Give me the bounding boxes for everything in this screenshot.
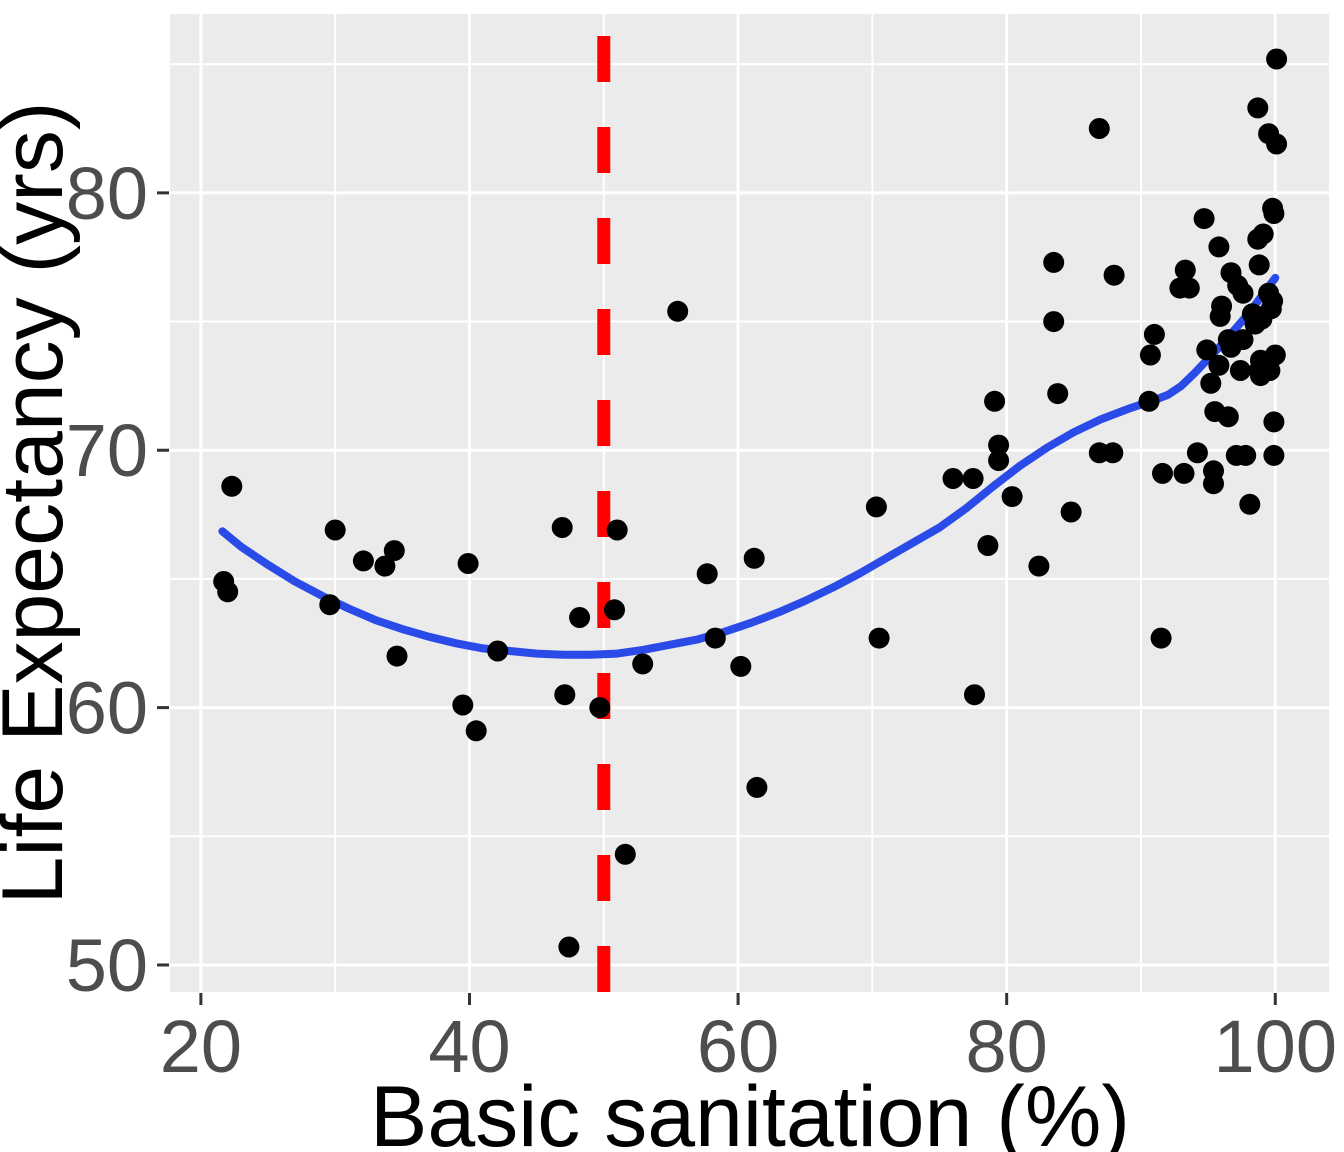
axis-layer: 20 40 60 80 100 50 60 70 80: [66, 152, 1337, 1088]
data-point: [1262, 290, 1284, 312]
data-point: [1150, 627, 1172, 649]
y-axis-title: Life Expectancy (yrs): [0, 102, 81, 905]
data-point: [452, 694, 474, 716]
data-point: [1152, 462, 1173, 484]
x-tick-label: 100: [1214, 1005, 1337, 1088]
x-tick-label: 40: [428, 1005, 510, 1088]
data-point: [1060, 501, 1082, 523]
data-point: [942, 468, 964, 489]
data-point: [1138, 390, 1160, 412]
data-point: [1200, 372, 1222, 394]
data-point: [743, 547, 765, 569]
data-point: [1264, 344, 1286, 366]
data-point: [569, 607, 591, 628]
data-point: [1252, 223, 1274, 245]
data-point: [984, 390, 1006, 412]
data-point: [324, 519, 346, 541]
data-point: [746, 776, 768, 798]
data-point: [1235, 444, 1257, 466]
data-point: [1211, 295, 1233, 317]
data-point: [386, 645, 408, 667]
data-point: [1229, 360, 1251, 381]
data-point: [1088, 118, 1110, 139]
data-point: [865, 496, 887, 518]
data-point: [1043, 311, 1065, 333]
data-point: [604, 599, 625, 621]
geom-layer: [213, 14, 1288, 992]
y-tick-label: 80: [66, 152, 148, 235]
plot-panel-layer: [170, 14, 1329, 992]
data-point: [1263, 444, 1285, 466]
data-point: [1266, 48, 1288, 70]
data-point: [457, 553, 479, 574]
x-tick-label: 20: [160, 1005, 242, 1088]
data-point: [964, 684, 985, 706]
data-point: [352, 550, 374, 572]
data-point: [221, 475, 243, 497]
data-point: [589, 697, 611, 719]
data-point: [988, 450, 1010, 471]
data-point: [383, 540, 405, 562]
data-point: [1186, 442, 1208, 464]
data-point: [1102, 442, 1124, 464]
data-point: [1028, 555, 1050, 577]
data-point: [1208, 236, 1230, 258]
data-point: [1196, 339, 1218, 361]
data-point: [977, 535, 999, 556]
data-point: [1143, 323, 1165, 345]
data-point: [988, 434, 1010, 456]
data-point: [868, 627, 890, 649]
data-point: [704, 627, 726, 649]
data-point: [217, 581, 239, 603]
data-point: [551, 517, 573, 538]
data-point: [319, 594, 341, 616]
data-point: [614, 843, 636, 865]
gridline-layer: [170, 14, 1329, 992]
data-point: [1263, 411, 1285, 433]
plot-panel: [170, 14, 1329, 992]
data-point: [1139, 344, 1161, 366]
data-point: [730, 655, 752, 677]
data-point: [1103, 264, 1125, 286]
data-point: [1203, 473, 1224, 495]
x-axis-title: Basic sanitation (%): [370, 1069, 1130, 1152]
data-point: [1217, 406, 1239, 428]
y-tick-label: 60: [66, 667, 148, 750]
data-point: [1248, 254, 1270, 276]
data-point: [1043, 251, 1065, 273]
data-point: [465, 720, 487, 742]
data-point: [1173, 462, 1195, 484]
x-tick-label: 60: [697, 1005, 779, 1088]
data-point: [487, 640, 509, 662]
y-tick-label: 50: [66, 924, 148, 1007]
data-point: [1239, 493, 1261, 515]
data-point: [1266, 133, 1288, 155]
x-tick-label: 80: [966, 1005, 1048, 1088]
loess-smooth-line: [218, 273, 1280, 659]
data-point: [1001, 486, 1023, 508]
data-point: [1174, 259, 1196, 281]
data-point: [1178, 277, 1200, 299]
data-point: [696, 563, 718, 585]
data-point: [632, 653, 654, 675]
data-point: [606, 519, 628, 541]
data-point: [1047, 383, 1069, 405]
data-point: [1232, 282, 1254, 304]
data-point: [1208, 354, 1230, 376]
data-point: [1263, 203, 1285, 224]
data-point: [962, 468, 984, 489]
data-point: [558, 936, 580, 958]
data-point: [1232, 329, 1254, 351]
data-point: [1193, 208, 1215, 230]
y-tick-label: 70: [66, 409, 148, 492]
data-point: [1247, 97, 1269, 119]
data-point: [667, 300, 689, 322]
data-point: [554, 684, 576, 706]
data-point: [374, 555, 396, 577]
